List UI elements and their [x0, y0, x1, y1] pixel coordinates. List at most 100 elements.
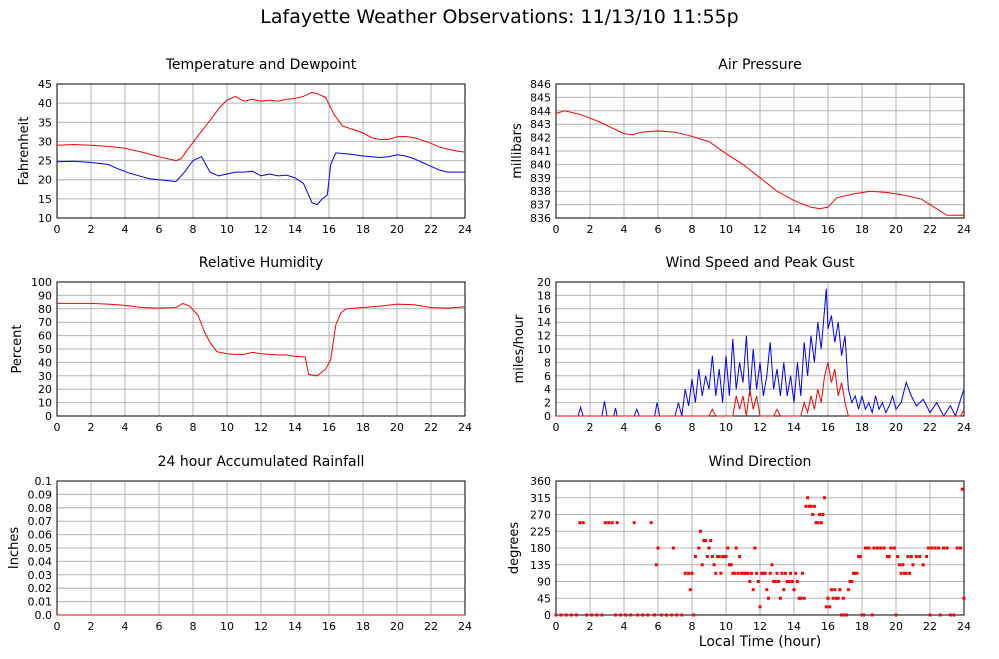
chart-title: Wind Direction [709, 454, 812, 470]
x-tick-label: 12 [753, 223, 767, 236]
data-point [867, 546, 871, 550]
data-point [792, 588, 796, 592]
x-tick-label: 14 [787, 421, 801, 434]
y-tick-label: 844 [530, 105, 551, 118]
y-tick-label: 0.05 [28, 542, 53, 555]
y-tick-label: 0.04 [28, 555, 53, 568]
data-point [659, 613, 663, 617]
y-axis-label: millibars [510, 123, 525, 179]
x-tick-label: 8 [689, 421, 696, 434]
y-tick-label: 837 [530, 199, 551, 212]
data-point [716, 555, 719, 559]
x-tick-label: 12 [254, 223, 268, 236]
data-point [765, 588, 769, 592]
data-point [722, 555, 726, 559]
data-point [937, 546, 940, 550]
data-point [760, 571, 764, 575]
data-point [692, 613, 696, 617]
y-tick-label: 845 [530, 91, 551, 104]
x-tick-label: 18 [356, 620, 370, 633]
data-point [906, 555, 910, 559]
x-tick-label: 2 [88, 421, 95, 434]
data-point [727, 563, 731, 567]
x-tick-label: 24 [957, 421, 971, 434]
data-point [938, 613, 942, 617]
data-point [581, 521, 585, 525]
data-point [693, 555, 697, 559]
x-tick-label: 8 [689, 223, 696, 236]
data-point [578, 521, 582, 525]
y-tick-label: 843 [530, 118, 551, 131]
x-axis-label: Local Time (hour) [698, 634, 822, 650]
rain-chart: 0 2 4 6 8 10 12 14 16 18 20 22 240.00.010.020.030.04… [7, 454, 472, 633]
x-tick-label: 18 [855, 620, 869, 633]
x-tick-label: 4 [621, 223, 628, 236]
data-point [959, 546, 963, 550]
x-tick-label: 20 [889, 223, 903, 236]
data-point [750, 571, 753, 575]
chart-title: Temperature and Dewpoint [165, 57, 357, 73]
data-point [862, 613, 866, 617]
data-point [904, 571, 908, 575]
data-point [733, 571, 736, 575]
x-tick-label: 20 [390, 223, 404, 236]
data-point [838, 588, 842, 592]
data-point [702, 539, 706, 543]
y-tick-label: 20 [38, 174, 52, 187]
data-point [833, 588, 837, 592]
data-point [955, 546, 959, 550]
data-point [690, 571, 694, 575]
data-point [712, 563, 716, 567]
y-tick-label: 40 [38, 97, 52, 110]
y-tick-label: 0.09 [28, 488, 53, 501]
x-tick-label: 22 [923, 620, 937, 633]
x-tick-label: 20 [390, 421, 404, 434]
y-tick-label: 16 [537, 303, 551, 316]
y-tick-label: 50 [38, 343, 52, 356]
data-point [894, 613, 898, 617]
data-point [962, 596, 966, 600]
data-point [855, 571, 859, 575]
data-point [879, 546, 883, 550]
data-point [697, 546, 701, 550]
x-tick-label: 6 [156, 421, 163, 434]
data-point [897, 563, 901, 567]
y-tick-label: 135 [530, 559, 551, 572]
y-tick-label: 60 [38, 330, 52, 343]
data-point [680, 613, 684, 617]
chart-title: Air Pressure [718, 57, 801, 73]
data-point [853, 571, 857, 575]
y-tick-label: 846 [530, 78, 551, 91]
data-point [610, 521, 614, 525]
plot-frame [555, 83, 965, 219]
data-point [743, 571, 747, 575]
data-point [826, 596, 830, 600]
data-point [802, 596, 806, 600]
data-point [836, 596, 840, 600]
y-tick-label: 18 [537, 289, 551, 302]
data-point [942, 546, 946, 550]
data-point [736, 571, 740, 575]
x-tick-label: 18 [855, 421, 869, 434]
x-tick-label: 12 [254, 421, 268, 434]
x-tick-label: 6 [156, 223, 163, 236]
x-tick-label: 14 [288, 223, 302, 236]
data-point [789, 571, 793, 575]
y-tick-label: 0.07 [28, 515, 53, 528]
data-point [952, 613, 956, 617]
data-point [858, 555, 862, 559]
x-tick-label: 4 [122, 421, 129, 434]
plot-frame [56, 83, 466, 219]
x-tick-label: 22 [923, 421, 937, 434]
data-point [709, 539, 713, 543]
data-point [734, 546, 738, 550]
x-tick-label: 4 [122, 620, 129, 633]
y-tick-label: 315 [530, 492, 551, 505]
x-tick-label: 24 [458, 421, 472, 434]
data-point [918, 555, 922, 559]
x-tick-label: 10 [719, 421, 733, 434]
data-point [887, 555, 891, 559]
data-point [911, 563, 915, 567]
data-point [945, 546, 949, 550]
